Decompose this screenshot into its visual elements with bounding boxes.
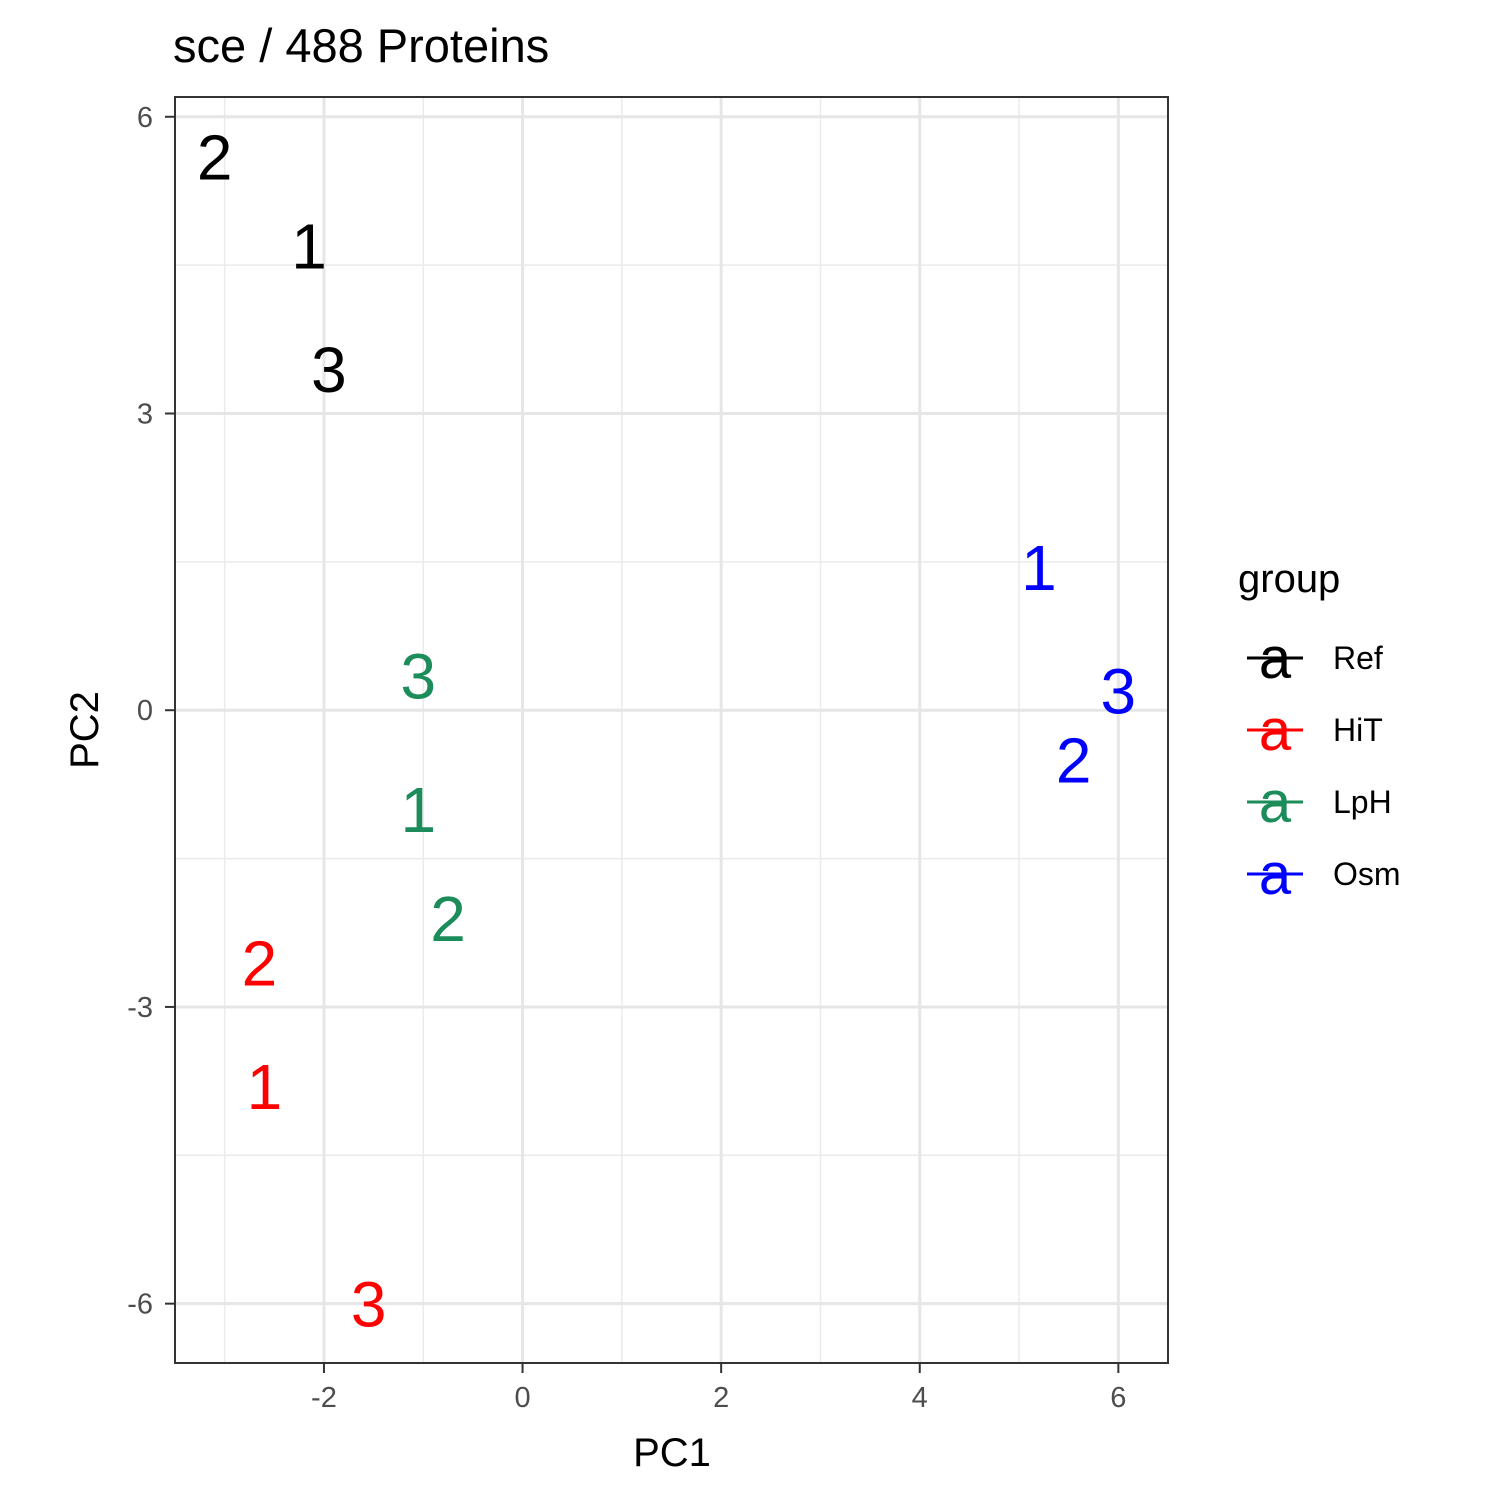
y-axis-title: PC2 xyxy=(63,691,107,769)
y-tick-label: 3 xyxy=(137,399,153,431)
chart-title: sce / 488 Proteins xyxy=(173,19,549,72)
point-label-lph-3: 3 xyxy=(400,641,436,713)
legend-title: group xyxy=(1238,557,1340,601)
x-tick-label: 0 xyxy=(514,1382,530,1414)
x-tick-label: 4 xyxy=(912,1382,928,1414)
y-tick-label: 6 xyxy=(137,102,153,134)
point-label-osm-2: 2 xyxy=(1056,725,1092,797)
x-tick-label: -2 xyxy=(311,1382,337,1414)
point-label-lph-2: 2 xyxy=(430,883,466,955)
point-label-ref-2: 2 xyxy=(197,121,233,193)
legend-label-osm: Osm xyxy=(1333,856,1401,892)
legend-label-hit: HiT xyxy=(1333,712,1383,748)
point-label-ref-1: 1 xyxy=(291,210,327,282)
point-label-osm-1: 1 xyxy=(1021,532,1057,604)
point-label-osm-3: 3 xyxy=(1101,655,1137,727)
y-tick-label: -3 xyxy=(127,992,153,1024)
plot-border xyxy=(174,96,1169,1364)
legend-label-ref: Ref xyxy=(1333,640,1383,676)
x-tick-label: 6 xyxy=(1110,1382,1126,1414)
y-tick-label: 0 xyxy=(137,695,153,727)
y-tick-label: -6 xyxy=(127,1289,153,1321)
grid-layer xyxy=(175,97,1168,1363)
point-label-hit-2: 2 xyxy=(242,927,278,999)
x-axis-title: PC1 xyxy=(633,1431,711,1475)
point-label-lph-1: 1 xyxy=(400,774,436,846)
x-tick-label: 2 xyxy=(713,1382,729,1414)
plot-panel xyxy=(175,97,1168,1363)
point-label-ref-3: 3 xyxy=(311,334,347,406)
point-label-hit-3: 3 xyxy=(351,1269,387,1341)
point-label-hit-1: 1 xyxy=(247,1051,283,1123)
legend-label-lph: LpH xyxy=(1333,784,1392,820)
axes-layer: -2 0 2 4 6 -6 -3 0 3 6 xyxy=(127,96,1169,1414)
